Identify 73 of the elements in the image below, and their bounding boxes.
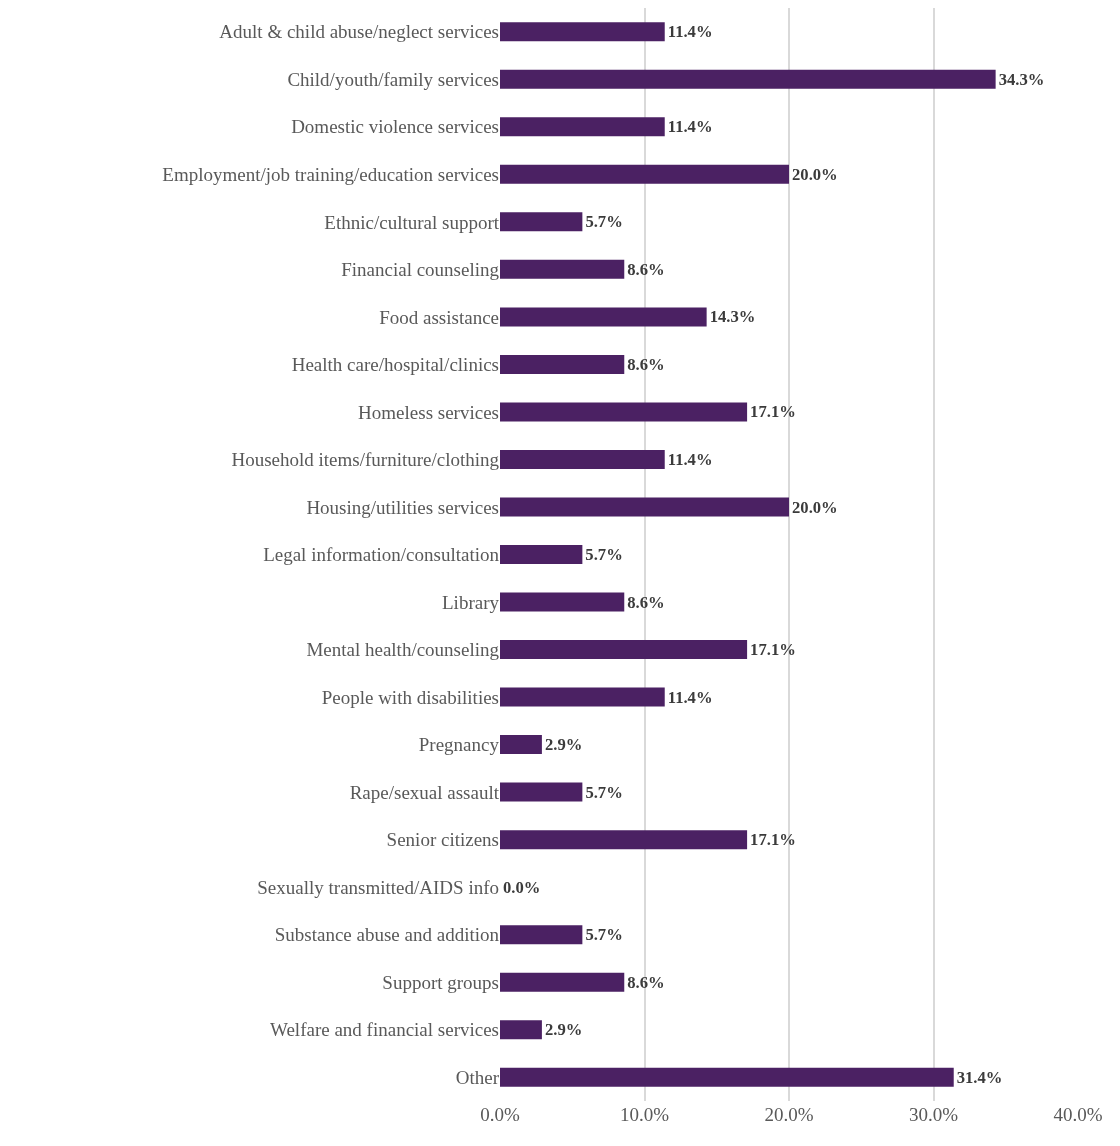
bar: [500, 592, 625, 612]
bar: [500, 307, 707, 327]
bar: [500, 449, 665, 469]
y-tick-label: Financial counseling: [341, 259, 500, 281]
x-tick-label: 0.0%: [480, 1104, 520, 1125]
bar: [500, 545, 583, 564]
y-tick-label: Food assistance: [379, 306, 499, 328]
bar: [500, 164, 789, 184]
y-tick-label: Mental health/counseling: [306, 639, 500, 661]
data-label: 8.6%: [627, 354, 665, 374]
bar: [500, 830, 748, 850]
bar: [500, 497, 789, 517]
y-tick-label: Health care/hospital/clinics: [291, 354, 499, 376]
y-tick-label: Adult & child abuse/neglect services: [219, 21, 499, 43]
bar: [500, 972, 625, 992]
y-tick-label: Welfare and financial services: [270, 1019, 499, 1041]
bar: [500, 259, 625, 279]
data-label: 2.9%: [544, 735, 583, 755]
bar: [500, 782, 583, 802]
data-label: 14.3%: [709, 307, 756, 327]
bar: [500, 1020, 542, 1040]
data-label: 5.7%: [585, 782, 623, 802]
y-tick-label: Homeless services: [358, 401, 499, 423]
x-tick-label: 10.0%: [619, 1104, 670, 1125]
bar: [500, 925, 583, 945]
data-label: 5.7%: [585, 212, 623, 232]
data-label: 11.4%: [667, 450, 713, 469]
bar: [500, 22, 665, 42]
x-tick-label: 20.0%: [764, 1104, 814, 1125]
bar: [500, 354, 625, 374]
y-tick-label: Housing/utilities services: [306, 496, 499, 518]
x-tick-label: 30.0%: [908, 1104, 959, 1125]
y-tick-label: People with disabilities: [321, 686, 499, 708]
y-tick-label: Rape/sexual assault: [349, 781, 500, 803]
y-tick-label: Library: [442, 591, 500, 613]
bar: [500, 212, 583, 232]
bar: [500, 640, 748, 660]
y-tick-label: Other: [455, 1066, 500, 1088]
data-label: 17.1%: [750, 640, 796, 660]
y-tick-label: Domestic violence services: [291, 116, 499, 138]
y-tick-label: Child/youth/family services: [287, 68, 499, 90]
data-label: 5.7%: [585, 545, 623, 565]
bar: [500, 69, 996, 89]
bar: [500, 735, 542, 755]
y-tick-label: Senior citizens: [386, 829, 499, 851]
x-tick-label: 40.0%: [1053, 1104, 1103, 1125]
bar: [500, 402, 748, 422]
bar: [500, 687, 665, 707]
data-label: 8.6%: [627, 259, 665, 279]
data-label: 11.4%: [667, 687, 713, 707]
data-label: 8.6%: [627, 972, 665, 992]
data-label: 11.4%: [667, 117, 713, 137]
y-tick-label: Ethnic/cultural support: [324, 211, 500, 233]
data-label: 31.4%: [956, 1067, 1003, 1087]
data-label: 5.7%: [585, 925, 623, 945]
data-label: 8.6%: [627, 592, 665, 612]
y-tick-label: Employment/job training/education services: [162, 163, 499, 185]
data-label: 20.0%: [792, 164, 838, 184]
y-tick-label: Sexually transmitted/AIDS info: [257, 876, 499, 898]
data-label: 17.1%: [750, 402, 796, 422]
data-label: 11.4%: [667, 22, 713, 42]
bar: [500, 1067, 954, 1087]
bar: [500, 117, 665, 137]
y-tick-label: Support groups: [382, 971, 499, 993]
data-label: 17.1%: [750, 830, 796, 850]
y-tick-label: Pregnancy: [418, 734, 500, 756]
y-tick-label: Household items/furniture/clothing: [231, 449, 500, 471]
data-label: 34.3%: [998, 69, 1045, 89]
data-label: 2.9%: [544, 1020, 583, 1040]
y-tick-label: Substance abuse and addition: [274, 924, 500, 946]
y-tick-label: Legal information/consultation: [263, 544, 500, 566]
data-label: 0.0%: [503, 877, 541, 897]
data-label: 20.0%: [792, 497, 838, 517]
